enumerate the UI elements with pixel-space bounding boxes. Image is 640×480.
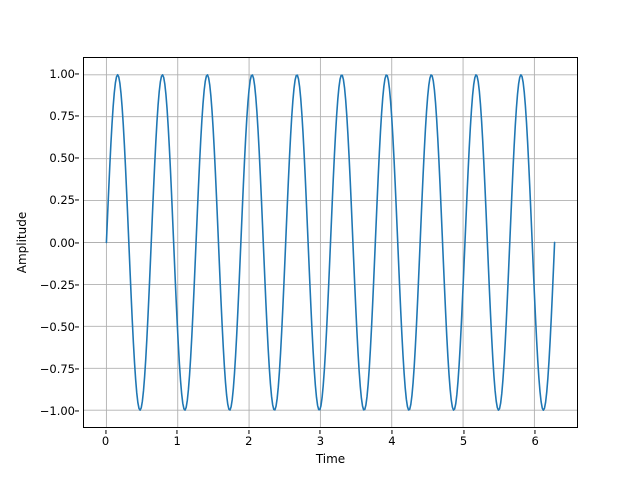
y-tick-mark: [75, 157, 79, 159]
x-axis-tick-labels: 0 1 2 3 4 5 6: [83, 430, 578, 454]
y-axis-tick-labels: 1.00 0.75 0.50 0.25 0.00 −0.25 −0.50 −0.75 −1.00: [30, 57, 79, 428]
sine-wave-curve: [105, 73, 556, 412]
y-axis-label: Amplitude: [15, 211, 29, 274]
x-tick-label: 2: [245, 434, 253, 448]
x-tick-mark: [319, 430, 321, 434]
y-tick-mark: [75, 241, 79, 244]
y-tick-label: −0.75: [39, 361, 75, 376]
x-tick-mark: [391, 430, 393, 434]
x-axis-label: Time: [315, 452, 346, 466]
y-tick-label: 1.00: [49, 66, 75, 81]
x-tick-label: 6: [531, 434, 539, 448]
x-tick-mark: [104, 430, 107, 434]
y-tick-mark: [75, 410, 79, 412]
y-tick-label: −0.50: [39, 319, 75, 334]
x-tick-label: 5: [459, 434, 468, 448]
x-tick-mark: [534, 430, 536, 434]
y-tick-label: 0.50: [49, 151, 75, 166]
y-tick-label: 0.00: [49, 235, 75, 250]
y-tick-mark: [75, 284, 79, 286]
gridlines: [84, 58, 577, 427]
y-tick-label: −0.25: [39, 277, 75, 292]
x-tick-label: 4: [388, 434, 396, 448]
y-tick-mark: [75, 199, 79, 201]
x-tick-label: 1: [173, 434, 181, 448]
y-tick-label: −1.00: [39, 404, 75, 419]
y-tick-mark: [75, 368, 79, 370]
plot-axes-area: [83, 57, 578, 428]
x-tick-mark: [176, 430, 178, 434]
y-tick-mark: [75, 326, 79, 328]
y-tick-mark: [75, 115, 79, 117]
x-tick-mark: [248, 430, 250, 434]
y-tick-label: 0.75: [49, 109, 75, 124]
y-tick-label: 0.25: [49, 193, 75, 208]
x-tick-mark: [463, 430, 465, 434]
x-tick-label: 0: [101, 434, 110, 448]
y-tick-mark: [75, 73, 79, 75]
x-tick-label: 3: [316, 434, 325, 448]
